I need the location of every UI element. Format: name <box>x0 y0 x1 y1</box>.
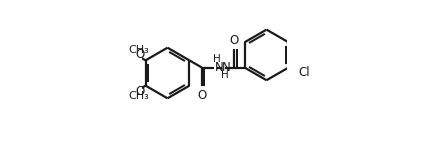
Text: O: O <box>136 85 145 98</box>
Text: Cl: Cl <box>298 66 310 79</box>
Text: O: O <box>197 88 207 102</box>
Text: O: O <box>136 48 145 61</box>
Text: H: H <box>213 54 221 64</box>
Text: O: O <box>230 34 239 47</box>
Text: H: H <box>221 70 229 80</box>
Text: N: N <box>214 61 223 74</box>
Text: N: N <box>222 61 231 74</box>
Text: CH₃: CH₃ <box>129 91 150 101</box>
Text: CH₃: CH₃ <box>129 45 150 55</box>
